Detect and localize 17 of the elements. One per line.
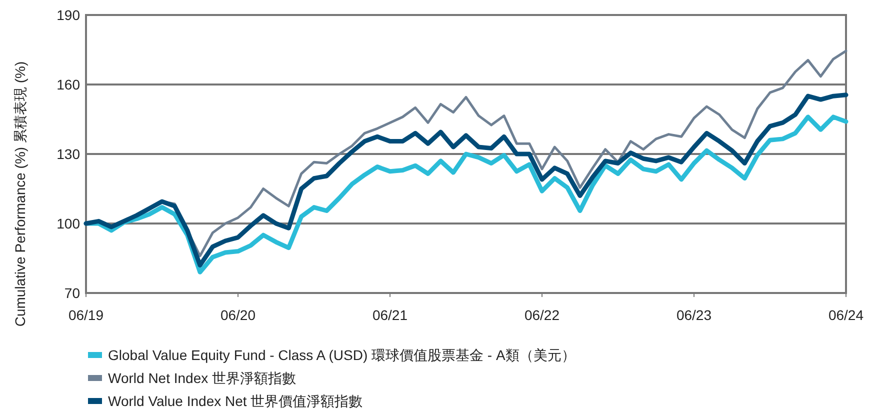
- y-tick-label: 100: [56, 216, 80, 232]
- y-axis-title: Cumulative Performance (%) 累積表現 (%): [12, 61, 28, 327]
- x-tick-label: 06/22: [524, 307, 560, 323]
- y-tick-label: 130: [56, 146, 80, 162]
- y-tick-label: 70: [64, 285, 80, 301]
- line-series: [84, 114, 848, 274]
- y-tick-label: 160: [56, 76, 80, 92]
- legend-label: Global Value Equity Fund - Class A (USD) 環球價值股票基金 - A類（美元）: [108, 347, 576, 363]
- legend-label: World Net Index 世界淨額指數: [108, 370, 296, 386]
- line-series: [84, 92, 848, 268]
- x-tick-label: 06/21: [372, 307, 408, 323]
- x-tick-label: 06/19: [68, 307, 104, 323]
- y-tick-label: 190: [56, 7, 80, 23]
- x-tick-label: 06/20: [220, 307, 256, 323]
- x-tick-label: 06/23: [676, 307, 712, 323]
- legend-label: World Value Index Net 世界價值淨額指數: [108, 393, 363, 409]
- x-tick-label: 06/24: [828, 307, 864, 323]
